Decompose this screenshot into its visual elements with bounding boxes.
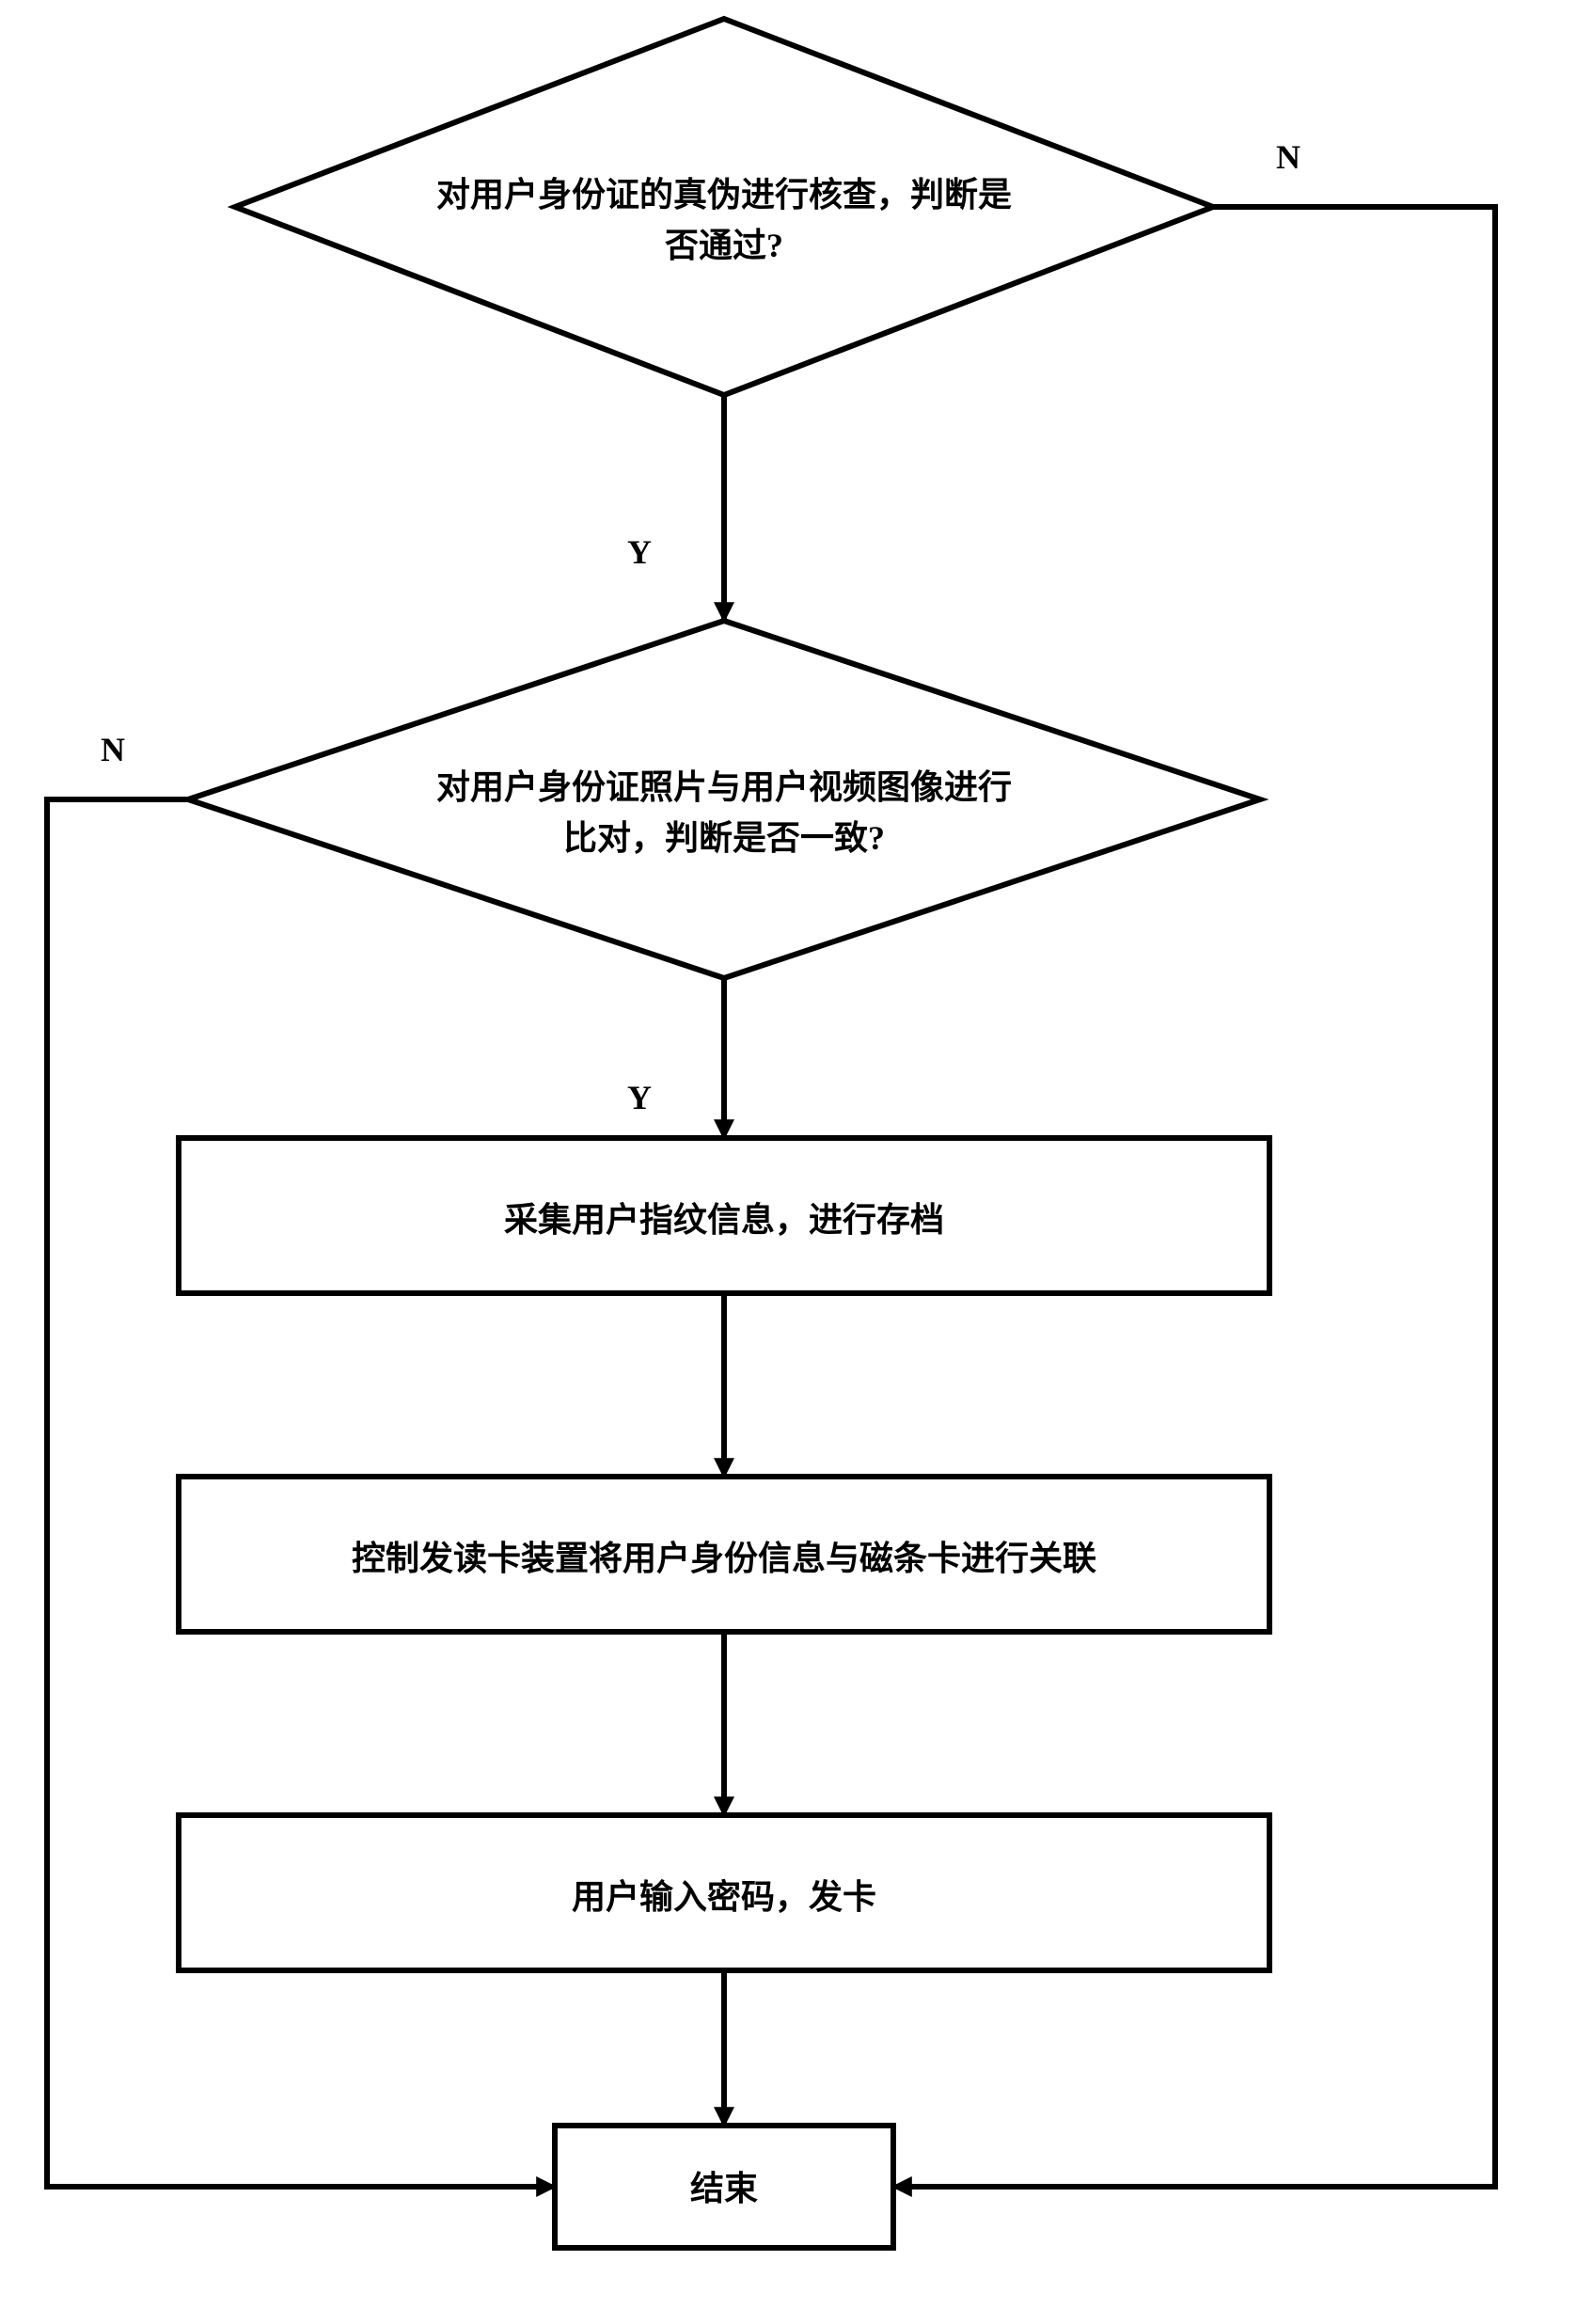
flowchart-canvas — [0, 0, 1576, 2324]
